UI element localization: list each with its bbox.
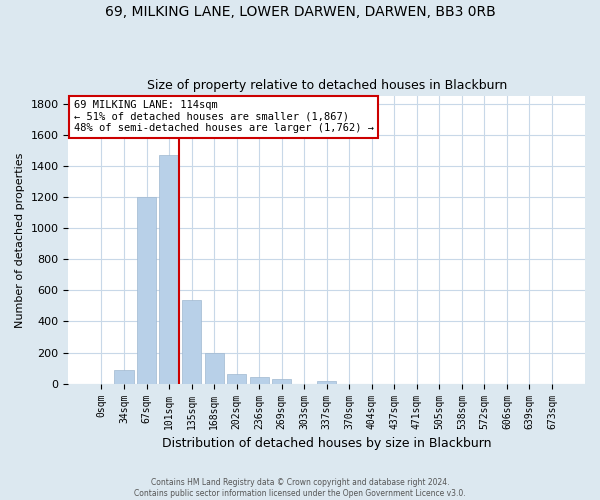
X-axis label: Distribution of detached houses by size in Blackburn: Distribution of detached houses by size …	[162, 437, 491, 450]
Bar	[182, 300, 201, 384]
Bar	[115, 370, 134, 384]
Bar	[227, 374, 246, 384]
Title: Size of property relative to detached houses in Blackburn: Size of property relative to detached ho…	[146, 79, 507, 92]
Bar	[160, 155, 179, 384]
Bar	[272, 380, 291, 384]
Bar	[317, 382, 336, 384]
Text: 69, MILKING LANE, LOWER DARWEN, DARWEN, BB3 0RB: 69, MILKING LANE, LOWER DARWEN, DARWEN, …	[104, 5, 496, 19]
Text: Contains HM Land Registry data © Crown copyright and database right 2024.
Contai: Contains HM Land Registry data © Crown c…	[134, 478, 466, 498]
Text: 69 MILKING LANE: 114sqm
← 51% of detached houses are smaller (1,867)
48% of semi: 69 MILKING LANE: 114sqm ← 51% of detache…	[74, 100, 374, 134]
Bar	[137, 197, 156, 384]
Bar	[205, 352, 224, 384]
Y-axis label: Number of detached properties: Number of detached properties	[15, 152, 25, 328]
Bar	[250, 376, 269, 384]
